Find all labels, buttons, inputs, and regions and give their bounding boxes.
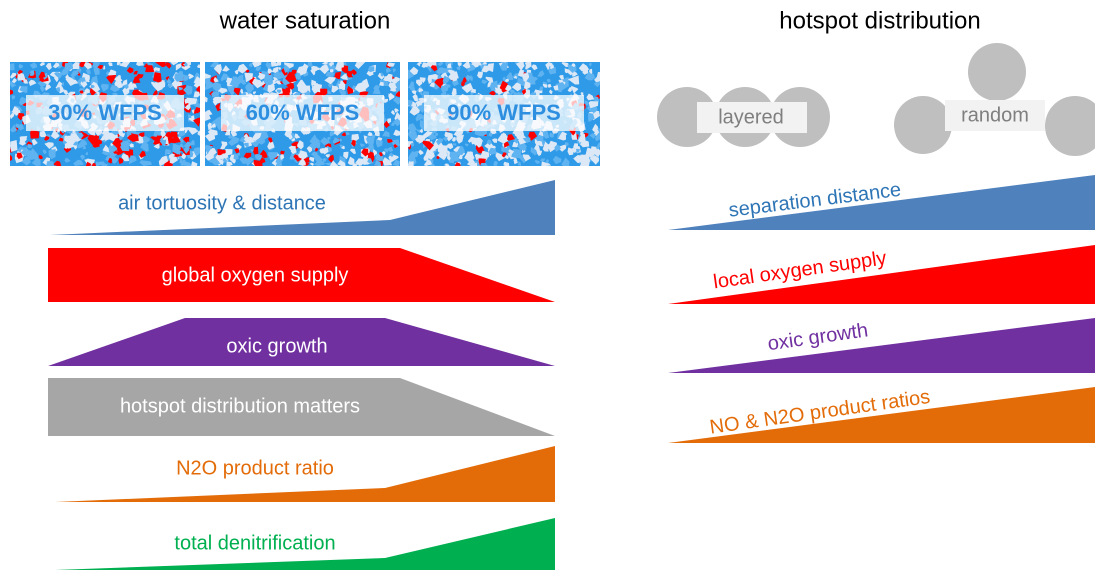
hotspots [657, 43, 1095, 156]
grain [46, 161, 54, 166]
grain [408, 161, 414, 166]
panel-label: 60% WFPS [246, 100, 360, 125]
panel-label: 90% WFPS [447, 100, 561, 125]
left-title: water saturation [219, 7, 391, 34]
grain [453, 143, 457, 146]
right-title: hotspot distribution [779, 7, 980, 34]
bar-label: total denitrification [174, 532, 335, 554]
grain [438, 145, 448, 153]
panel-label: 30% WFPS [48, 100, 162, 125]
wedge [668, 318, 1095, 373]
bar-label: global oxygen supply [162, 264, 349, 286]
grain [276, 62, 281, 66]
bar-label: hotspot distribution matters [120, 395, 360, 417]
grain [10, 63, 15, 70]
page: water saturation hotspot distribution 30… [0, 0, 1095, 572]
bar-label: air tortuosity & distance [118, 192, 326, 214]
bar-label: oxic growth [226, 335, 327, 357]
bar-label: N2O product ratio [176, 457, 334, 479]
arrangement-label: random [961, 104, 1029, 126]
diagram: water saturation hotspot distribution 30… [0, 0, 1095, 572]
saturation-panels: 30% WFPS 60% WFPS 90% WFPS [10, 62, 600, 166]
grain [10, 140, 18, 152]
arrangement-label: layered [718, 106, 784, 128]
grain [338, 84, 344, 90]
grain [539, 91, 543, 94]
